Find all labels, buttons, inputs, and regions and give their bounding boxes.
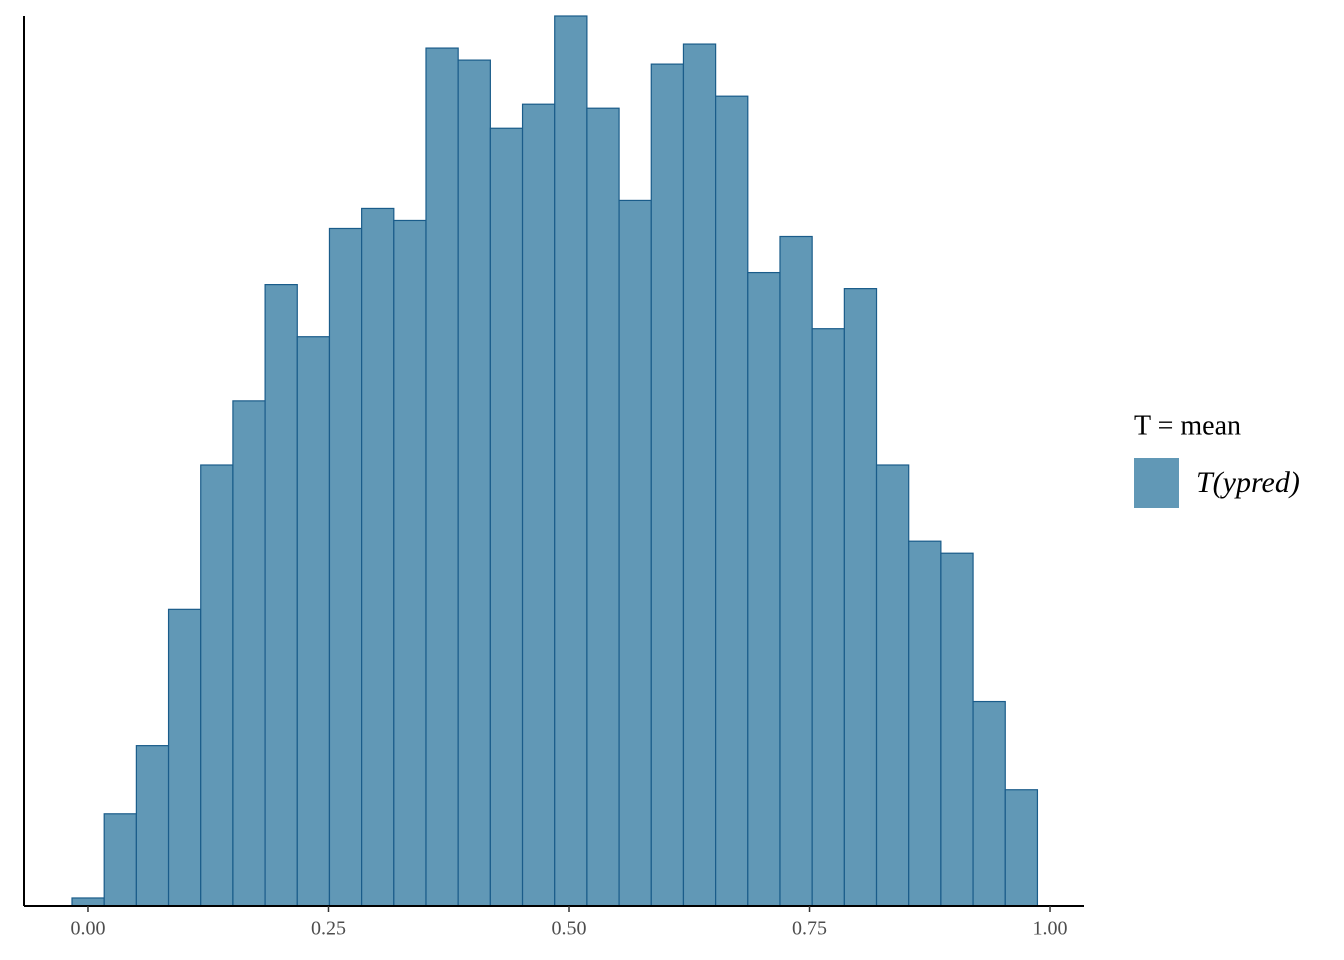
bar bbox=[940, 552, 974, 907]
x-tick-label: 1.00 bbox=[1033, 918, 1068, 940]
bar bbox=[715, 95, 749, 907]
bar bbox=[747, 271, 781, 907]
bar bbox=[618, 199, 652, 907]
bar bbox=[71, 897, 105, 907]
x-tick-label: 0.00 bbox=[70, 918, 105, 940]
legend-swatch bbox=[1134, 458, 1179, 508]
bar bbox=[843, 288, 878, 907]
bar bbox=[200, 464, 234, 907]
bar bbox=[457, 59, 491, 907]
bar bbox=[1004, 789, 1039, 907]
bar bbox=[811, 328, 845, 907]
legend-label: T(ypred) bbox=[1196, 466, 1300, 499]
bar bbox=[972, 700, 1006, 907]
x-tick-label: 0.50 bbox=[552, 918, 587, 940]
bar bbox=[296, 336, 331, 907]
bar bbox=[650, 63, 685, 907]
bar bbox=[875, 464, 910, 907]
bar bbox=[167, 608, 202, 907]
bar bbox=[682, 43, 717, 907]
bar bbox=[908, 540, 942, 907]
bar bbox=[135, 745, 170, 907]
bar bbox=[554, 15, 588, 907]
bar bbox=[393, 219, 427, 907]
bar bbox=[586, 107, 620, 907]
bar bbox=[489, 127, 524, 907]
bar bbox=[328, 227, 363, 907]
bar bbox=[264, 284, 298, 907]
bar bbox=[361, 207, 395, 907]
bar bbox=[103, 813, 137, 907]
bar bbox=[425, 47, 459, 907]
bar bbox=[779, 235, 813, 907]
bar bbox=[232, 400, 266, 907]
x-tick-label: 0.25 bbox=[311, 918, 346, 940]
bar bbox=[521, 103, 556, 907]
x-tick-label: 0.75 bbox=[792, 918, 827, 940]
legend-title: T = mean bbox=[1134, 410, 1241, 441]
